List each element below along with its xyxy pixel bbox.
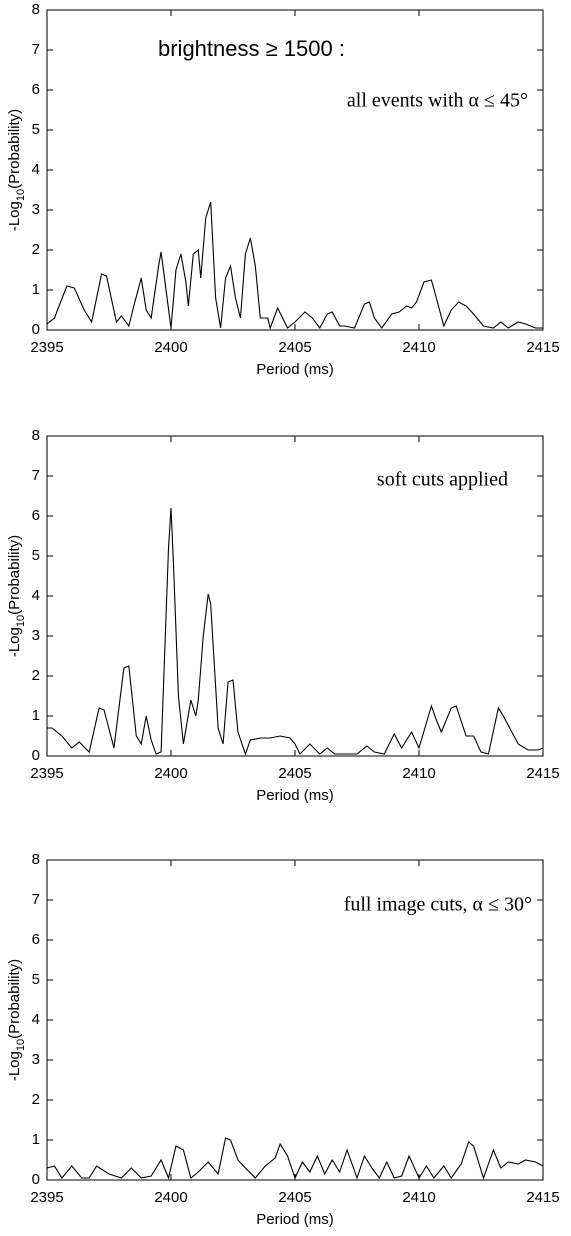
y-tick-label: 7 [32, 891, 40, 908]
x-tick-label: 2415 [526, 1189, 559, 1206]
x-tick-label: 2405 [278, 1189, 311, 1206]
y-tick-label: 7 [32, 41, 40, 58]
x-tick-label: 2400 [154, 1189, 187, 1206]
data-line [46, 1137, 544, 1180]
y-axis-label: -Log10(Probability) [6, 535, 27, 657]
y-tick-label: 2 [32, 241, 40, 258]
y-tick-label: 0 [32, 1171, 40, 1188]
y-axis-label: -Log10(Probability) [6, 109, 27, 231]
annotation: all events with α ≤ 45° [347, 90, 528, 112]
y-axis-label-part: -Log [6, 627, 23, 657]
x-tick-label: 2415 [526, 339, 559, 356]
y-tick-label: 2 [32, 667, 40, 684]
panel: 0 1 2 3 4 5 6 7 8 2395 2400 2405 2410 2415 Period (ms)… [6, 427, 560, 804]
x-tick-label: 2400 [154, 339, 187, 356]
x-tick-label: 2405 [278, 339, 311, 356]
annotation: brightness ≥ 1500 : [158, 36, 345, 61]
y-tick-label: 5 [32, 547, 40, 564]
y-axis-label-part: 10 [15, 189, 27, 201]
y-tick-label: 4 [32, 161, 40, 178]
y-tick-label: 8 [32, 1, 40, 18]
y-tick-label: 4 [32, 587, 40, 604]
panel: 0 1 2 3 4 5 6 7 8 2395 2400 2405 2410 2415 Period (ms)… [6, 851, 560, 1228]
y-tick-label: 5 [32, 971, 40, 988]
x-tick-label: 2395 [30, 339, 63, 356]
y-tick-label: 6 [32, 507, 40, 524]
x-axis-label: Period (ms) [256, 787, 334, 804]
y-tick-label: 2 [32, 1091, 40, 1108]
x-tick-label: 2405 [278, 765, 311, 782]
x-tick-label: 2400 [154, 765, 187, 782]
x-axis-label: Period (ms) [256, 1211, 334, 1228]
x-tick-label: 2415 [526, 765, 559, 782]
y-tick-label: 6 [32, 81, 40, 98]
y-tick-label: 3 [32, 1051, 40, 1068]
y-axis-label-part: 10 [15, 1039, 27, 1051]
y-axis-label-part: -Log [6, 1051, 23, 1081]
panel: 0 1 2 3 4 5 6 7 8 2395 2400 2405 2410 2415 Period (ms)… [6, 1, 560, 378]
y-tick-label: 0 [32, 321, 40, 338]
y-axis-label-part: (Probability) [6, 109, 23, 189]
y-tick-label: 5 [32, 121, 40, 138]
x-tick-label: 2410 [402, 765, 435, 782]
y-axis-label: -Log10(Probability) [6, 959, 27, 1081]
data-line [46, 201, 543, 330]
y-tick-label: 1 [32, 707, 40, 724]
y-tick-label: 3 [32, 627, 40, 644]
y-axis-label-part: (Probability) [6, 959, 23, 1039]
y-tick-label: 0 [32, 747, 40, 764]
y-tick-label: 4 [32, 1011, 40, 1028]
y-tick-label: 1 [32, 281, 40, 298]
y-tick-label: 1 [32, 1131, 40, 1148]
y-tick-label: 6 [32, 931, 40, 948]
x-axis-label: Period (ms) [256, 361, 334, 378]
y-axis-label-part: -Log [6, 201, 23, 231]
y-tick-label: 8 [32, 427, 40, 444]
y-tick-label: 8 [32, 851, 40, 868]
y-axis-label-part: (Probability) [6, 535, 23, 615]
data-line [47, 507, 544, 756]
annotation: full image cuts, α ≤ 30° [344, 894, 532, 916]
x-tick-label: 2395 [30, 765, 63, 782]
y-tick-label: 7 [32, 467, 40, 484]
x-tick-label: 2410 [402, 1189, 435, 1206]
y-axis-label-part: 10 [15, 615, 27, 627]
x-tick-label: 2395 [30, 1189, 63, 1206]
y-tick-label: 3 [32, 201, 40, 218]
annotation: soft cuts applied [377, 469, 508, 491]
x-tick-label: 2410 [402, 339, 435, 356]
